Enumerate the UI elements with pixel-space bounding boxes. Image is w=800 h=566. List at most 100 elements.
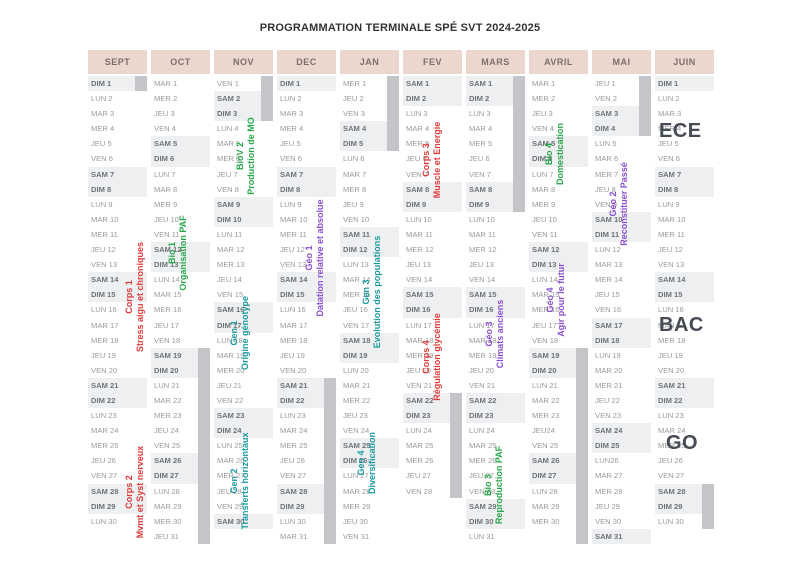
day-cell: MER 18 <box>280 335 308 345</box>
day-cell: MER 25 <box>91 441 119 451</box>
day-cell: JEU 5 <box>91 139 112 149</box>
day-cell: LUN 24 <box>406 426 432 436</box>
day-cell: SAM 29 <box>466 498 525 514</box>
day-cell: DIM 26 <box>340 453 399 469</box>
day-cell: LUN 10 <box>469 214 495 224</box>
day-cell: MAR 3 <box>658 109 682 119</box>
day-cell: DIM 8 <box>88 181 147 197</box>
day-cell: JEU 31 <box>154 531 179 541</box>
month-header: MAI <box>592 50 651 74</box>
day-cell: SAM 10 <box>592 211 651 227</box>
chapter-annotation-corps4: Corps 4 Régulation glycémie <box>421 313 442 401</box>
day-cell: MAR 13 <box>595 260 623 270</box>
day-cell: MER 4 <box>91 124 115 134</box>
day-cell: MER 23 <box>532 411 560 421</box>
day-cell: JEU 5 <box>658 139 679 149</box>
day-cell: JEU 6 <box>406 154 427 164</box>
day-cell: MAR 29 <box>532 501 560 511</box>
day-cell: SAM 15 <box>466 287 525 303</box>
day-cell: SAM 12 <box>151 242 210 258</box>
day-cell: VEN 6 <box>91 154 113 164</box>
chapter-annotation-bio1: Bio 1 Organisation PAF <box>167 215 188 291</box>
day-cell: LUN 3 <box>406 109 428 119</box>
day-cell: VEN 21 <box>469 380 496 390</box>
day-cell: MAR 15 <box>154 290 182 300</box>
chapter-annotation-gen2: Gen 2 Transferts horizontaux <box>229 432 250 530</box>
day-cell: VEN 23 <box>595 411 622 421</box>
day-cell: SAM 3 <box>592 106 651 122</box>
day-cell: DIM 27 <box>151 468 210 484</box>
day-cell: DIM 9 <box>466 196 525 212</box>
day-cell: MAR 6 <box>595 154 619 164</box>
day-cell: SAM 28 <box>88 483 147 499</box>
chapter-annotation-geo1: Géo 1 Datation relative et absolue <box>304 199 325 317</box>
day-cell: JEU 12 <box>91 245 116 255</box>
day-cell: DIM 29 <box>655 498 714 514</box>
day-cell: SAM 22 <box>403 392 462 409</box>
day-cell: MER 2 <box>154 94 178 104</box>
day-cell: DIM 8 <box>655 181 714 197</box>
day-cell: DIM 22 <box>655 392 714 409</box>
day-cell: SAM 14 <box>277 272 336 288</box>
day-cell: LUN 9 <box>91 199 113 209</box>
day-cell: MER 9 <box>532 199 556 209</box>
holiday-bar <box>639 76 651 136</box>
day-cell: MAR 3 <box>280 109 304 119</box>
day-cell: LUN 2 <box>91 94 113 104</box>
day-cell: JEU 24 <box>154 426 179 436</box>
day-cell: JEU 12 <box>280 245 305 255</box>
holiday-bar <box>324 378 336 544</box>
day-cell: MAR 4 <box>469 124 493 134</box>
day-cell: MAR 1 <box>154 79 178 88</box>
day-cell: MER 12 <box>469 245 497 255</box>
day-cell: LUN 27 <box>343 471 369 481</box>
month-header: OCT <box>151 50 210 74</box>
day-cell: DIM 10 <box>214 211 273 227</box>
day-cell: DIM 11 <box>592 226 651 243</box>
holiday-bar <box>576 348 588 544</box>
day-cell: MER 12 <box>406 245 434 255</box>
day-cell: VEN 3 <box>343 109 365 119</box>
day-cell: DIM 16 <box>403 302 462 318</box>
day-cell: JEU 17 <box>532 320 557 330</box>
month-column-avril: AVRIL MAR 1 MER 2 JEU 3 VEN 4 SAM 5 DIM 6 LUN 7… <box>529 50 588 529</box>
day-cell: DIM 15 <box>655 287 714 303</box>
day-cell: VEN 1 <box>217 79 239 88</box>
day-cell: VEN 11 <box>154 229 180 239</box>
day-cell: VEN 7 <box>406 169 428 179</box>
day-cell: SAM 24 <box>592 423 651 439</box>
day-cell: MER 22 <box>343 395 371 405</box>
day-cell: DIM 1 <box>88 76 147 92</box>
day-cell: LUN 10 <box>406 214 432 224</box>
day-cell: VEN 4 <box>154 124 176 134</box>
day-cell: DIM 29 <box>88 498 147 514</box>
day-cell: JEU 28 <box>217 486 242 496</box>
day-cell: LUN 21 <box>154 380 180 390</box>
day-cell: DIM 29 <box>277 498 336 514</box>
day-cell: VEN 29 <box>217 501 244 511</box>
day-cell: MER 19 <box>469 350 497 360</box>
day-cell: VEN 13 <box>91 260 118 270</box>
day-cell: MER 30 <box>532 516 560 526</box>
day-cell: MAR 14 <box>343 275 371 285</box>
chapter-annotation-bio3: Bio 3 Reproduction PAF <box>483 445 504 525</box>
day-cell: SAM 14 <box>655 272 714 288</box>
month-column-mai: MAI JEU 1 VEN 2 SAM 3 DIM 4 LUN 5 MAR 6 MER 7 JE… <box>592 50 651 544</box>
day-cell: MER 19 <box>406 350 434 360</box>
day-cell: MAR 11 <box>406 229 433 239</box>
day-cell: VEN 10 <box>343 214 370 224</box>
month-column-mars: MARS SAM 1 DIM 2 LUN 3 MAR 4 MER 5 JEU 6 VEN 7 S… <box>466 50 525 544</box>
day-cell: MER 2 <box>532 94 556 104</box>
day-cell: LUN 12 <box>595 245 621 255</box>
month-header: JUIN <box>655 50 714 74</box>
day-cell: VEN 13 <box>280 260 307 270</box>
day-cell: JEU 19 <box>280 350 305 360</box>
day-cell: JEU 21 <box>217 380 242 390</box>
day-cell: DIM 13 <box>529 257 588 273</box>
day-cell: JEU 22 <box>595 395 620 405</box>
day-cell: LUN 18 <box>217 335 243 345</box>
holiday-bar <box>261 76 273 121</box>
month-header: AVRIL <box>529 50 588 74</box>
